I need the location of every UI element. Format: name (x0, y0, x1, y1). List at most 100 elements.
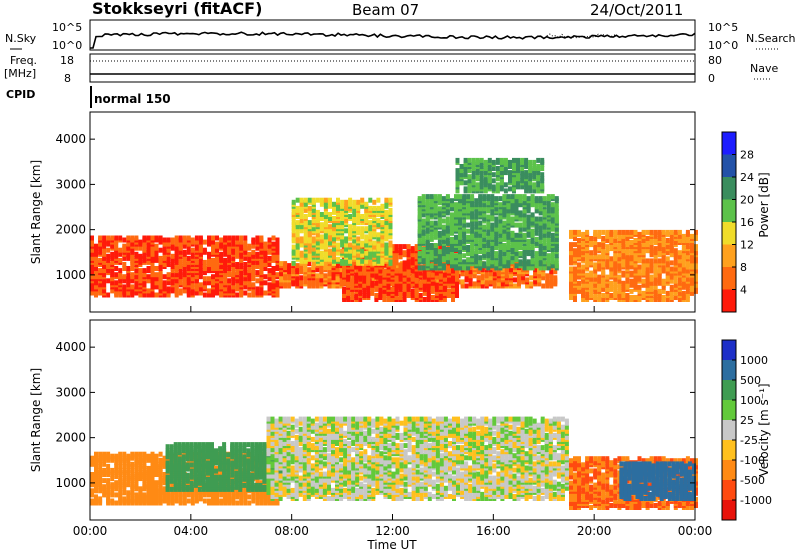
power-echo-cell (430, 221, 434, 226)
power-echo-cell (450, 198, 454, 203)
power-echo-cell (207, 288, 211, 293)
power-echo-cell (283, 261, 287, 266)
power-echo-cell (114, 280, 118, 285)
colorbar-swatch (722, 267, 736, 290)
power-echo-cell (435, 283, 439, 288)
colorbar-swatch (722, 290, 736, 313)
power-echo-cell (304, 198, 308, 203)
colorbar-tick-label: 8 (740, 261, 747, 274)
power-echo-cell (654, 230, 658, 235)
velocity-echo-cells (90, 417, 698, 510)
power-echo-cell (585, 273, 589, 278)
power-echo-cell (110, 252, 114, 257)
power-echo-cell (662, 230, 666, 235)
power-echo-cell (268, 256, 272, 261)
power-echo-cell (523, 194, 527, 199)
velocity-echo-cell (126, 490, 130, 495)
power-echo-cell (498, 196, 502, 201)
power-echo-cell (384, 243, 388, 248)
power-echo-cell (320, 234, 324, 239)
power-echo-cell (247, 293, 251, 298)
power-echo-cell (94, 244, 98, 249)
power-echo-cell (391, 287, 395, 292)
power-echo-cell (175, 236, 179, 241)
power-echo-cell (134, 236, 138, 241)
velocity-echo-cell (102, 452, 106, 457)
power-echo-cell (183, 250, 187, 255)
power-echo-cell (466, 229, 470, 234)
power-echo-cell (523, 233, 527, 238)
power-echo-cell (399, 244, 403, 249)
power-echo-cell (360, 214, 364, 219)
power-echo-cell (403, 260, 407, 265)
power-echo-cell (215, 236, 219, 241)
power-echo-cell (496, 182, 500, 187)
power-echo-cell (142, 268, 146, 273)
power-echo-cell (486, 215, 490, 220)
power-echo-cell (364, 202, 368, 207)
power-echo-cell (247, 252, 251, 257)
freq-label-line1: Freq. (10, 54, 37, 67)
power-echo-cell (235, 262, 239, 267)
velocity-echo-cell (90, 472, 94, 477)
power-echo-cell (670, 285, 674, 290)
power-echo-cell (658, 289, 662, 294)
power-echo-cell (155, 236, 159, 241)
power-echo-cell (670, 230, 674, 235)
power-echo-cell (239, 236, 243, 241)
power-echo-cell (122, 262, 126, 267)
power-echo-cell (255, 252, 259, 257)
velocity-echo-cell (110, 468, 114, 473)
velocity-echo-cell (98, 496, 102, 501)
power-echo-cell (324, 198, 328, 203)
power-echo-cell (231, 236, 235, 241)
power-echo-cell (360, 241, 364, 246)
colorbar-swatch (722, 132, 736, 155)
power-echo-cell (98, 268, 102, 273)
power-echo-cell (474, 198, 478, 203)
power-echo-cell (360, 198, 364, 203)
power-echo-cell (531, 194, 535, 199)
power-echo-cell (442, 263, 446, 268)
power-echo-cell (630, 271, 634, 276)
power-echo-cells (90, 158, 698, 302)
power-echo-cell (438, 249, 442, 254)
date-title: 24/Oct/2011 (590, 1, 683, 19)
power-echo-cell (686, 230, 690, 235)
power-echo-cell (263, 242, 267, 247)
power-echo-cell (662, 279, 666, 284)
power-echo-cell (605, 230, 609, 235)
power-echo-cell (642, 230, 646, 235)
power-echo-cell (431, 273, 435, 278)
power-echo-cell (597, 242, 601, 247)
y-tick-label: 3000 (55, 177, 86, 191)
y-tick-label: 1000 (55, 268, 86, 282)
power-echo-cell (494, 251, 498, 256)
power-echo-cell (114, 266, 118, 271)
power-echo-cell (308, 206, 312, 211)
power-echo-cell (551, 194, 555, 199)
power-echo-cell (461, 279, 465, 284)
power-echo-cell (411, 289, 415, 294)
velocity-echo-cell (134, 452, 138, 457)
power-echo-cell (527, 215, 531, 220)
power-echo-cell (320, 222, 324, 227)
power-echo-cell (476, 158, 480, 163)
power-echo-cell (332, 202, 336, 207)
power-echo-cell (138, 254, 142, 259)
power-echo-cell (638, 265, 642, 270)
nsky-tick-bottom: 10^0 (52, 39, 82, 52)
power-echo-cell (527, 259, 531, 264)
power-echo-cell (320, 251, 324, 256)
power-echo-cell (354, 273, 358, 278)
power-echo-cell (279, 261, 283, 266)
power-echo-cell (454, 194, 458, 199)
power-echo-cell (532, 160, 536, 165)
power-echo-cell (243, 262, 247, 267)
power-echo-cell (102, 236, 106, 241)
power-echo-cell (255, 236, 259, 241)
power-echo-cell (658, 230, 662, 235)
power-echo-cell (342, 281, 346, 286)
power-echo-cell (484, 160, 488, 165)
